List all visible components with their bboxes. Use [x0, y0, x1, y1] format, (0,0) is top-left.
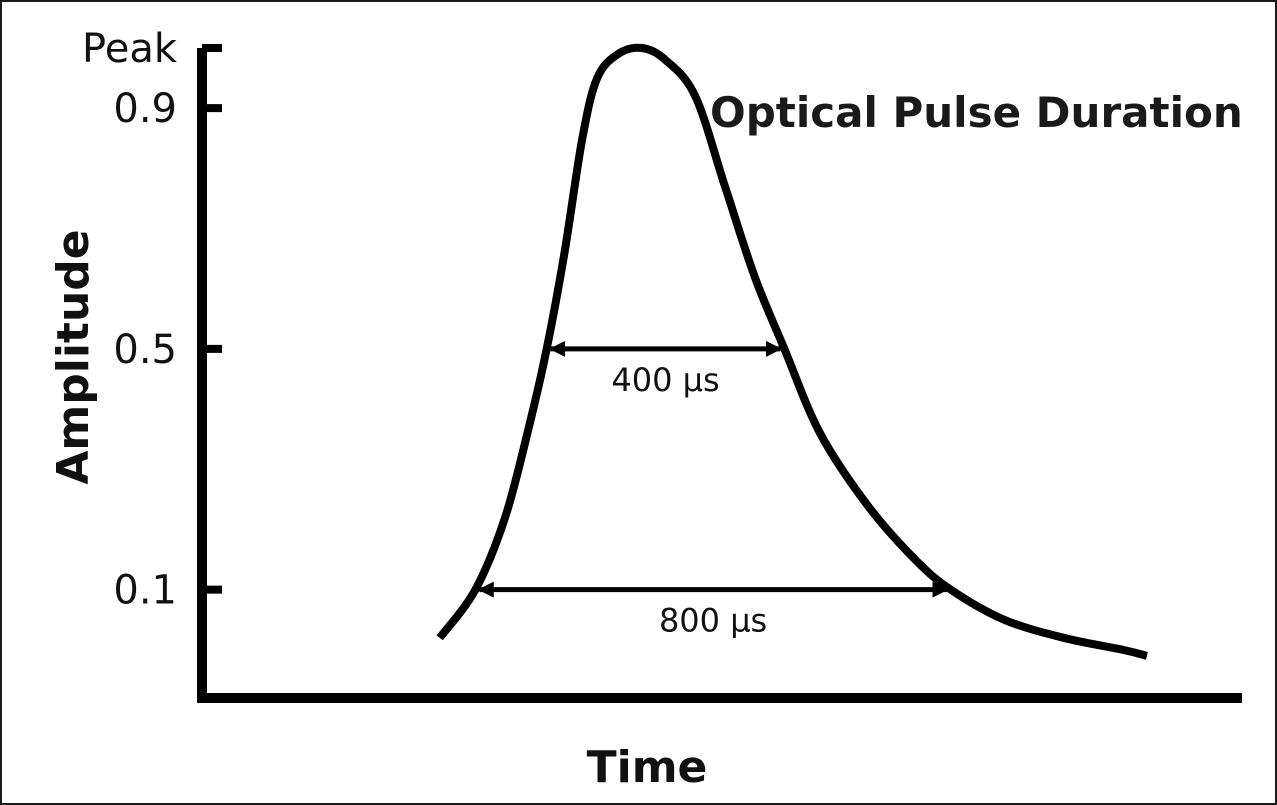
chart-title: Optical Pulse Duration	[710, 88, 1243, 137]
y-ticks: Peak 0.9 0.5 0.1	[82, 26, 222, 614]
duration-label: 400 µs	[611, 361, 719, 399]
annotations: 400 µs 800 µs	[477, 340, 949, 640]
y-tick-label: 0.1	[113, 568, 177, 614]
y-tick-label: Peak	[82, 26, 178, 72]
axes	[197, 48, 1242, 703]
x-axis-title: Time	[587, 742, 708, 793]
y-axis-title: Amplitude	[48, 229, 99, 484]
y-tick-label: 0.5	[113, 327, 177, 373]
pulse-curve	[436, 43, 1148, 660]
duration-label: 800 µs	[659, 602, 767, 640]
series-layer	[436, 43, 1148, 660]
y-tick-label: 0.9	[113, 86, 177, 132]
